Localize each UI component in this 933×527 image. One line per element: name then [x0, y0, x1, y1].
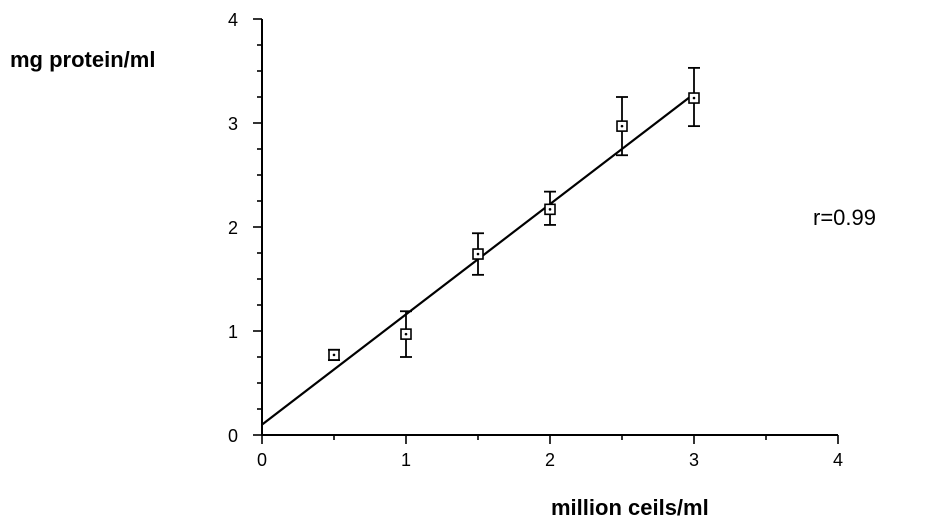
x-tick-label: 1: [401, 450, 411, 470]
marker-center-dot: [332, 353, 336, 357]
y-tick-label: 4: [228, 10, 238, 30]
x-tick-label: 0: [257, 450, 267, 470]
tick-labels: 0 1 2 3 4 0 1 2 3 4: [228, 10, 843, 470]
y-tick-label: 2: [228, 218, 238, 238]
y-tick-label: 3: [228, 114, 238, 134]
axes: [261, 19, 838, 436]
data-point: [544, 190, 556, 226]
correlation-annotation: r=0.99: [813, 205, 876, 230]
x-tick-label: 4: [833, 450, 843, 470]
data-point: [400, 310, 412, 358]
data-point: [688, 66, 700, 128]
y-tick-label: 0: [228, 426, 238, 446]
x-axis-label: million ceils/ml: [551, 495, 709, 520]
marker-center-dot: [692, 96, 696, 100]
data-point: [472, 232, 484, 276]
data-points: [328, 66, 700, 362]
marker-center-dot: [404, 332, 408, 336]
x-tick-label: 2: [545, 450, 555, 470]
marker-center-dot: [476, 252, 480, 256]
y-axis-label: mg protein/ml: [10, 47, 155, 72]
axis-ticks: [253, 18, 839, 444]
data-point: [616, 96, 628, 157]
data-point: [328, 348, 340, 362]
y-tick-label: 1: [228, 322, 238, 342]
marker-center-dot: [548, 208, 552, 211]
marker-center-dot: [620, 124, 624, 128]
x-tick-label: 3: [689, 450, 699, 470]
